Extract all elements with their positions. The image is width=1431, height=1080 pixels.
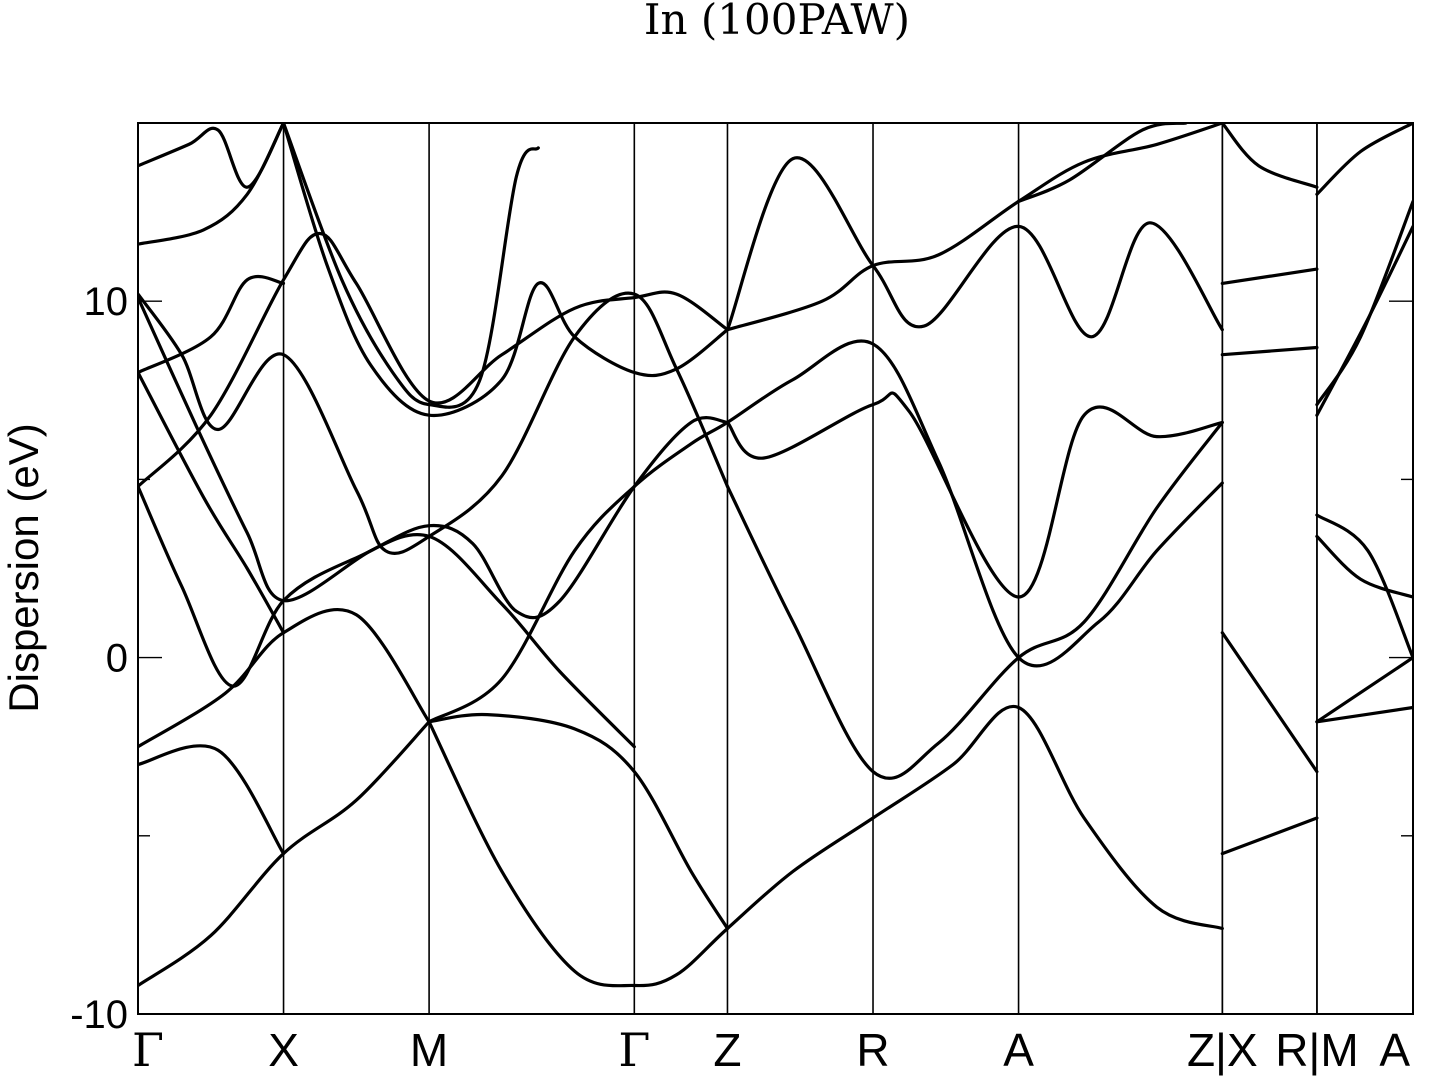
y-axis-label: Dispersion (eV)	[0, 423, 47, 712]
band-line-9	[138, 274, 286, 375]
kpath-label: Z	[713, 1024, 741, 1076]
band-line-16	[427, 339, 1224, 724]
band-line-10	[138, 123, 286, 246]
band-line-14	[427, 704, 1224, 988]
band-line-7	[138, 291, 730, 556]
band-line-33	[1315, 123, 1413, 196]
y-tick-label: -10	[70, 993, 128, 1037]
band-line-23	[1220, 345, 1319, 357]
kpath-label: Γ	[618, 1023, 650, 1077]
kpath-label: X	[268, 1024, 299, 1076]
y-axis-ticks: -10 0 10	[70, 280, 1413, 1037]
chart-title: In (100PAW)	[644, 0, 910, 44]
band-line-32	[1315, 224, 1413, 417]
kpath-label: M	[410, 1024, 448, 1076]
band-line-5	[138, 370, 286, 635]
band-line-22	[1220, 267, 1319, 285]
band-line-19	[725, 123, 1224, 332]
band-line-8	[138, 231, 730, 489]
kpath-labels: Γ X M Γ Z R A Z|X R|M A	[132, 1023, 1410, 1077]
band-line-21	[1017, 123, 1188, 203]
y-tick-label: 10	[84, 280, 129, 324]
band-line-27	[1315, 705, 1413, 724]
band-line-17	[725, 420, 1224, 780]
plot-frame	[137, 122, 1414, 1015]
kpath-label: A	[1379, 1024, 1410, 1076]
band-line-4	[138, 484, 636, 749]
kpath-label: A	[1003, 1024, 1034, 1076]
band-line-2	[138, 744, 286, 856]
kpath-label: R	[856, 1024, 889, 1076]
kpath-label: Z|X	[1187, 1024, 1258, 1076]
band-line-31	[1315, 199, 1413, 407]
band-line-20	[725, 156, 1224, 339]
band-line-12	[281, 123, 730, 417]
band-line-15	[427, 712, 730, 931]
kpath-label: Γ	[132, 1023, 164, 1077]
band-line-29	[1315, 534, 1413, 599]
band-line-25	[1220, 816, 1319, 856]
kpath-label: R|M	[1275, 1024, 1359, 1076]
band-line-24	[1220, 631, 1319, 774]
band-line-6	[138, 296, 730, 620]
band-line-13	[281, 123, 540, 409]
band-line-26	[1220, 123, 1319, 189]
y-tick-label: 0	[106, 637, 128, 681]
band-line-30	[1315, 513, 1413, 660]
band-line-11	[138, 123, 286, 189]
high-symmetry-lines	[282, 123, 1318, 1014]
band-line-28	[1315, 656, 1413, 724]
band-line-18	[725, 391, 1224, 599]
